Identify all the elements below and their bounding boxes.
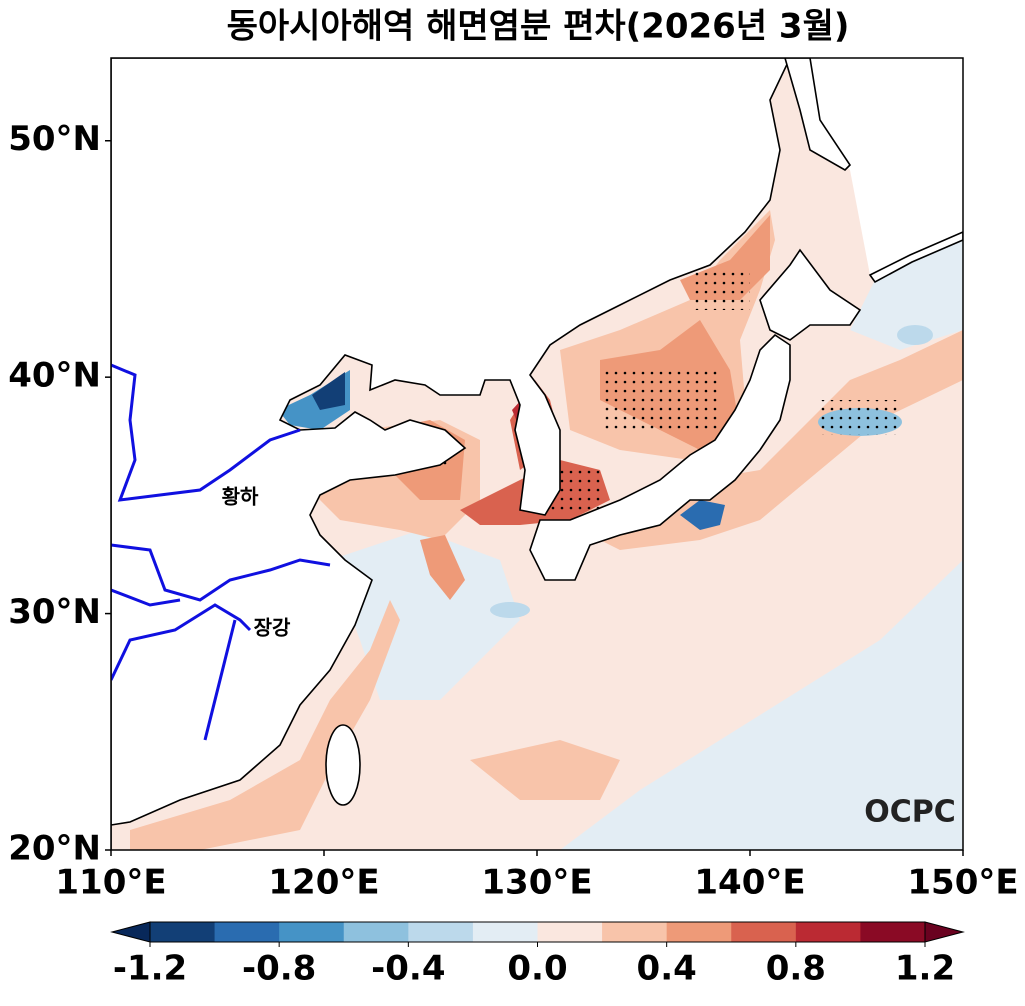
land (529, 333, 791, 581)
colorbar-extend (924, 921, 965, 943)
logo: OCPC (864, 795, 956, 830)
colorbar-extend (110, 921, 151, 943)
y-tick-label: 30°N (8, 592, 101, 632)
colorbar-cell (214, 922, 280, 942)
anomaly-area (420, 535, 465, 600)
river-label: 황하 (222, 485, 259, 509)
anomaly-area (897, 325, 933, 345)
land (868, 231, 963, 284)
colorbar-tick-label: 0.4 (637, 949, 697, 989)
colorbar-cell (602, 922, 668, 942)
significance-dots (690, 270, 750, 310)
anomaly-area (560, 560, 963, 850)
colorbar-tick-label: 0.0 (507, 949, 567, 989)
anomaly-area (470, 740, 620, 800)
map-title: 동아시아해역 해면염분 편차(2026년 3월) (227, 7, 850, 47)
colorbar-cell (472, 922, 538, 942)
colorbar-cell (408, 922, 474, 942)
y-tick-label: 20°N (8, 829, 101, 869)
x-tick-label: 110°E (55, 863, 166, 903)
land (784, 58, 852, 171)
colorbar-cell (150, 922, 216, 942)
colorbar-cell (537, 922, 603, 942)
river (111, 363, 301, 502)
colorbar-tick-label: -0.8 (242, 949, 316, 989)
map-area (111, 58, 963, 850)
anomaly-area (680, 500, 725, 530)
river-label: 장강 (254, 616, 291, 640)
colorbar-cell (279, 922, 345, 942)
colorbar-tick-label: -1.2 (113, 949, 187, 989)
x-tick-label: 130°E (481, 863, 592, 903)
x-tick-label: 140°E (694, 863, 805, 903)
river (111, 588, 181, 607)
colorbar-tick-label: 1.2 (895, 949, 955, 989)
anomaly-area (490, 602, 530, 618)
x-tick-label: 120°E (268, 863, 379, 903)
no-data-area (785, 58, 963, 275)
significance-dots (600, 370, 720, 430)
significance-dots (820, 400, 900, 435)
colorbar-tick-label: 0.8 (766, 949, 826, 989)
y-tick-label: 50°N (8, 119, 101, 159)
anomaly-area (850, 240, 963, 350)
colorbar-cell (731, 922, 797, 942)
land (325, 724, 361, 806)
river (111, 603, 252, 681)
colorbar-cell (860, 922, 926, 942)
colorbar-cell (343, 922, 409, 942)
x-tick-label: 150°E (907, 863, 1018, 903)
y-tick-label: 40°N (8, 356, 101, 396)
river (111, 543, 331, 602)
colorbar-cell (795, 922, 861, 942)
land (759, 248, 862, 341)
colorbar-cell (666, 922, 732, 942)
river (203, 619, 237, 741)
colorbar-tick-label: -0.4 (371, 949, 445, 989)
anomaly-area (312, 372, 345, 410)
land (111, 58, 791, 850)
